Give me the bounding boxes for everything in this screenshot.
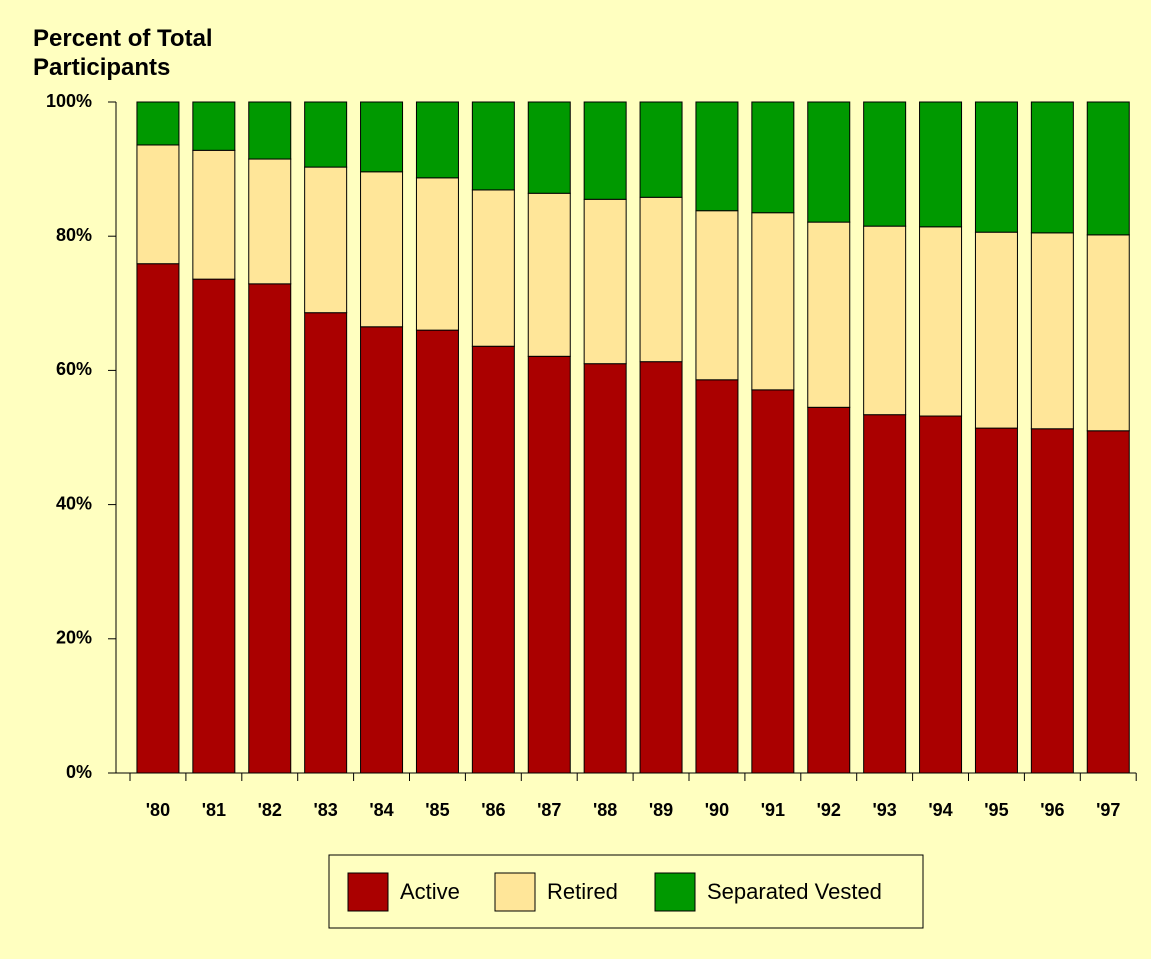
bar-segment	[248, 158, 292, 285]
bar-segment	[192, 149, 236, 280]
bar-segment	[863, 101, 907, 227]
x-tick-label: '90	[705, 800, 729, 820]
x-tick-label: '85	[425, 800, 449, 820]
bar-segment	[919, 101, 963, 228]
x-tick-label: '81	[202, 800, 226, 820]
bar-segment	[415, 101, 459, 179]
bar-segment	[471, 101, 515, 191]
bar-segment	[695, 210, 739, 381]
legend-swatch	[494, 872, 536, 912]
x-tick-label: '91	[761, 800, 785, 820]
bar-segment	[583, 198, 627, 365]
y-tick-label: 60%	[56, 359, 92, 379]
y-tick-label: 100%	[46, 91, 92, 111]
bar-segment	[192, 101, 236, 151]
bar-segment	[1086, 101, 1130, 236]
y-tick-label: 20%	[56, 628, 92, 648]
legend-swatch	[654, 872, 696, 912]
bar-segment	[248, 283, 292, 774]
x-tick-label: '95	[984, 800, 1008, 820]
legend-swatch	[347, 872, 389, 912]
bar-segment	[583, 363, 627, 774]
bar-segment	[192, 278, 236, 774]
bar-segment	[751, 212, 795, 391]
x-tick-label: '97	[1096, 800, 1120, 820]
bar-segment	[974, 427, 1018, 774]
x-tick-label: '82	[258, 800, 282, 820]
bar-segment	[863, 225, 907, 416]
bar-segment	[695, 379, 739, 774]
bar-segment	[136, 263, 180, 774]
bar-segment	[1030, 232, 1074, 430]
legend-label: Retired	[547, 879, 618, 904]
chart-title: Percent of Total Participants	[33, 25, 213, 81]
x-tick-label: '83	[313, 800, 337, 820]
bar-segment	[360, 171, 404, 328]
bar-segment	[639, 196, 683, 363]
bar-segment	[248, 101, 292, 160]
bar-segment	[751, 101, 795, 214]
bar-segment	[360, 101, 404, 173]
bar-segment	[415, 177, 459, 331]
bar-segment	[527, 101, 571, 194]
y-tick-label: 0%	[66, 762, 92, 782]
bar-segment	[807, 101, 851, 223]
bar-segment	[304, 166, 348, 314]
bar-segment	[639, 361, 683, 774]
bar-segment	[639, 101, 683, 198]
x-tick-label: '86	[481, 800, 505, 820]
bar-segment	[919, 415, 963, 774]
x-tick-label: '84	[369, 800, 393, 820]
bar-segment	[527, 192, 571, 357]
x-tick-label: '93	[872, 800, 896, 820]
bar-segment	[974, 101, 1018, 233]
bar-segment	[471, 189, 515, 347]
x-tick-label: '80	[146, 800, 170, 820]
legend-box	[328, 854, 924, 929]
legend-label: Active	[400, 879, 460, 904]
bar-segment	[527, 355, 571, 774]
x-tick-label: '94	[928, 800, 952, 820]
bar-segment	[695, 101, 739, 212]
bar-segment	[415, 329, 459, 774]
bar-segment	[1086, 234, 1130, 432]
bar-segment	[304, 312, 348, 774]
bar-segment	[863, 414, 907, 774]
bar-segment	[1030, 101, 1074, 234]
x-tick-label: '88	[593, 800, 617, 820]
bar-segment	[583, 101, 627, 200]
x-tick-label: '92	[817, 800, 841, 820]
bar-segment	[807, 406, 851, 774]
legend-label: Separated Vested	[707, 879, 882, 904]
x-tick-label: '96	[1040, 800, 1064, 820]
bar-segment	[304, 101, 348, 168]
x-tick-label: '89	[649, 800, 673, 820]
y-tick-label: 40%	[56, 493, 92, 513]
bar-segment	[136, 101, 180, 146]
bar-segment	[919, 226, 963, 417]
bar-segment	[807, 221, 851, 408]
bar-segment	[1086, 430, 1130, 774]
bar-segment	[974, 231, 1018, 429]
bar-segment	[471, 345, 515, 774]
bar-segment	[1030, 428, 1074, 774]
x-tick-label: '87	[537, 800, 561, 820]
bar-segment	[360, 326, 404, 774]
bar-segment	[751, 389, 795, 774]
bar-segment	[136, 144, 180, 265]
y-tick-label: 80%	[56, 225, 92, 245]
